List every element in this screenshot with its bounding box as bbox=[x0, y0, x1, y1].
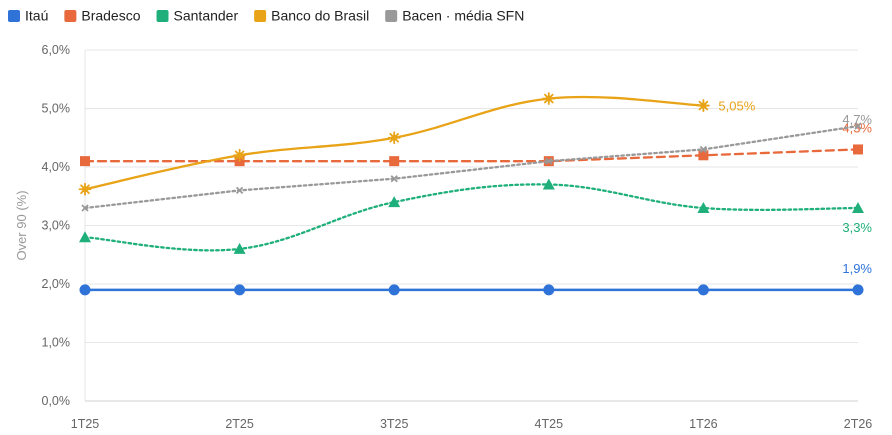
legend-label: Banco do Brasil bbox=[271, 8, 369, 24]
legend-label: Bacen · média SFN bbox=[402, 8, 524, 24]
data-point-stroke bbox=[545, 157, 553, 165]
legend: Itaú Bradesco Santander Banco do Brasil Bace… bbox=[8, 8, 524, 24]
legend-swatch bbox=[64, 10, 77, 22]
legend-label: Bradesco bbox=[81, 8, 140, 24]
data-point bbox=[697, 99, 710, 112]
data-point-stroke bbox=[235, 186, 244, 195]
data-point-stroke bbox=[390, 175, 398, 183]
y-tick-label: 2,0% bbox=[42, 277, 71, 291]
y-tick-label: 5,0% bbox=[42, 102, 71, 116]
data-point-stroke bbox=[854, 122, 862, 130]
x-tick-label: 4T25 bbox=[535, 417, 564, 431]
series-banco-do-brasil: 5,05% bbox=[78, 92, 756, 196]
legend-swatch bbox=[8, 10, 20, 22]
data-point bbox=[79, 284, 91, 296]
series-bradesco: 4,3% bbox=[80, 120, 872, 167]
data-point bbox=[698, 150, 709, 161]
data-point bbox=[854, 122, 862, 130]
data-point-ray bbox=[238, 150, 245, 157]
legend-label: Itaú bbox=[25, 8, 48, 24]
data-point bbox=[78, 182, 92, 196]
data-point bbox=[542, 92, 556, 105]
data-point bbox=[387, 131, 401, 145]
data-point bbox=[699, 145, 708, 154]
legend-swatch bbox=[254, 10, 267, 22]
data-point-ray bbox=[547, 93, 554, 100]
x-tick-label: 2T25 bbox=[225, 417, 254, 431]
legend-swatch bbox=[156, 10, 169, 22]
data-point bbox=[853, 144, 863, 155]
data-point bbox=[543, 284, 555, 296]
data-point-ray bbox=[84, 184, 90, 191]
series-santander: 3,3% bbox=[79, 178, 872, 254]
data-label: 4,3% bbox=[842, 120, 872, 135]
x-tick-label: 3T25 bbox=[380, 417, 409, 431]
data-point bbox=[234, 284, 246, 296]
data-point bbox=[389, 156, 400, 167]
data-point-stroke bbox=[81, 204, 89, 212]
data-point bbox=[81, 204, 89, 212]
data-point bbox=[545, 157, 553, 165]
data-point bbox=[697, 284, 709, 296]
data-point bbox=[233, 148, 247, 162]
data-point bbox=[235, 186, 244, 195]
data-point bbox=[388, 284, 400, 296]
data-point-ray bbox=[393, 132, 399, 139]
series-ita-: 1,9% bbox=[79, 261, 872, 296]
y-tick-label: 3,0% bbox=[42, 219, 71, 233]
data-label: 1,9% bbox=[842, 261, 872, 276]
y-axis-label: Over 90 (%) bbox=[14, 190, 29, 260]
data-point bbox=[852, 284, 864, 296]
data-point bbox=[542, 178, 555, 190]
series-line bbox=[83, 148, 860, 163]
gridlines: 0,0% 1,0% 2,0% 3,0% 4,0% 5,0% 6,0% bbox=[42, 43, 858, 408]
data-point bbox=[79, 231, 91, 243]
data-point bbox=[80, 156, 90, 167]
data-point bbox=[697, 201, 710, 213]
y-tick-label: 0,0% bbox=[42, 394, 71, 408]
data-label: 5,05% bbox=[718, 99, 755, 114]
legend-swatch bbox=[385, 10, 398, 22]
data-point bbox=[852, 201, 864, 213]
x-tick-label: 1T26 bbox=[689, 417, 718, 431]
x-tick-label: 2T26 bbox=[844, 417, 873, 431]
data-label: 3,3% bbox=[842, 220, 872, 235]
x-tick-label: 1T25 bbox=[71, 417, 100, 431]
data-point bbox=[388, 196, 401, 208]
series-line bbox=[83, 183, 860, 252]
legend-label: Santander bbox=[174, 8, 239, 24]
y-tick-label: 1,0% bbox=[42, 336, 71, 350]
series-line bbox=[83, 124, 860, 210]
y-tick-label: 6,0% bbox=[42, 43, 71, 57]
data-point bbox=[233, 242, 246, 254]
data-label: 4,7% bbox=[842, 112, 872, 127]
data-point-stroke bbox=[699, 145, 708, 154]
data-point bbox=[390, 175, 398, 183]
data-point-ray bbox=[702, 100, 709, 107]
series-bacen-m-dia-sfn: 4,7% bbox=[81, 112, 872, 212]
y-tick-label: 4,0% bbox=[42, 160, 71, 174]
